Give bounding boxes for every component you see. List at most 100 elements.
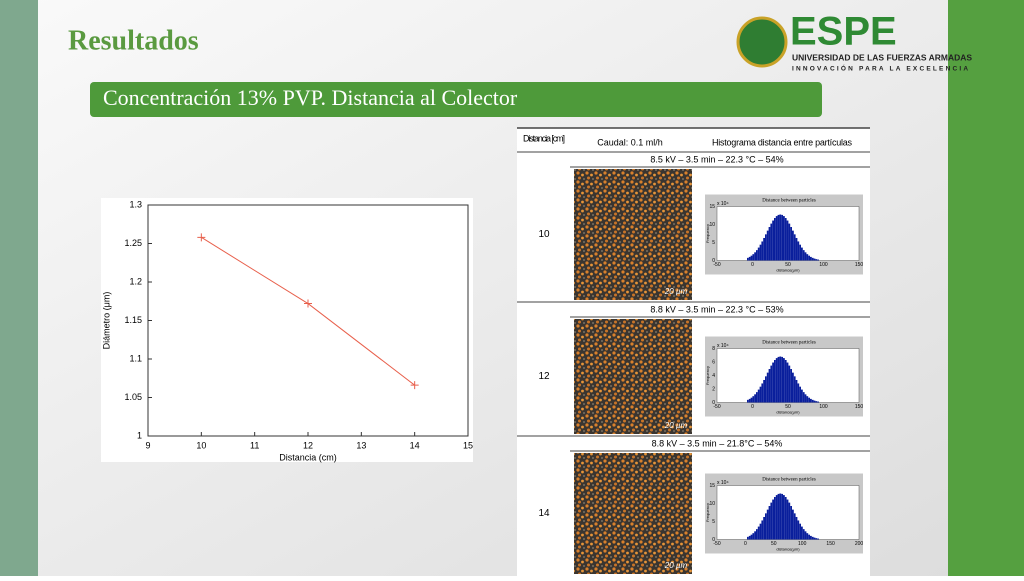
histogram-bar	[765, 234, 767, 261]
histogram-y-tick: 6	[712, 359, 715, 365]
y-tick-label: 1.25	[124, 238, 142, 248]
histogram-bar	[799, 386, 801, 403]
micrograph	[574, 319, 692, 434]
histogram-bar	[808, 397, 810, 403]
histogram-exponent: x 10⁴	[717, 343, 729, 349]
histogram-bar	[765, 376, 767, 403]
histogram-bar	[759, 244, 762, 261]
logo-emblem	[736, 16, 788, 68]
y-axis-label: Diámetro (μm)	[101, 292, 111, 350]
histogram-bar	[747, 399, 749, 403]
histogram-bar	[766, 372, 769, 403]
histogram-bar	[772, 220, 774, 261]
histogram-bar	[759, 523, 762, 540]
histogram-x-tick: 50	[785, 262, 791, 268]
histogram-bar	[815, 259, 818, 261]
y-tick-label: 1.15	[124, 315, 142, 325]
histogram-x-tick: 150	[855, 262, 864, 268]
histogram-bar	[793, 376, 796, 403]
row-condition: 8.8 kV – 3.5 min – 21.8°C – 54%	[652, 438, 783, 448]
row-distance: 10	[538, 229, 550, 240]
histogram-y-tick: 15	[709, 483, 715, 489]
histogram-y-tick: 0	[712, 400, 715, 406]
histogram-x-tick: 0	[744, 541, 747, 547]
histogram-y-tick: 15	[709, 204, 715, 210]
histogram-bar	[783, 216, 785, 261]
histogram-bar	[795, 237, 798, 261]
micrograph	[574, 453, 692, 574]
histogram-bar	[813, 537, 816, 540]
histogram-bar	[761, 520, 764, 540]
subtitle-banner	[90, 82, 822, 117]
histogram-bar	[768, 369, 771, 403]
histogram-bar	[799, 244, 801, 261]
histogram-bar	[804, 252, 807, 261]
histogram-y-tick: 10	[709, 501, 715, 507]
data-point	[410, 381, 419, 390]
y-tick-label: 1.3	[129, 199, 142, 209]
histogram-bar	[781, 214, 783, 261]
histogram-bar	[783, 358, 785, 403]
histogram-bar	[783, 495, 785, 540]
histogram-bar	[765, 513, 767, 540]
histogram-bar	[772, 362, 774, 403]
data-point	[197, 233, 206, 242]
histogram-x-tick: -50	[713, 541, 720, 547]
histogram-bar	[779, 356, 782, 403]
histogram-x-label: distance(µm)	[776, 410, 800, 415]
histogram-bar	[810, 398, 812, 403]
histogram-bar	[763, 237, 765, 261]
histogram-bar	[775, 495, 778, 540]
histogram-y-tick: 5	[712, 240, 715, 246]
histogram-bar	[757, 389, 760, 403]
histogram-bar	[754, 252, 756, 261]
histogram-bar	[768, 506, 771, 540]
histogram-bar	[786, 220, 789, 261]
histogram-bar	[810, 535, 812, 540]
histogram-bar	[817, 538, 819, 540]
histogram-bar	[795, 379, 798, 403]
histogram-bar	[757, 526, 760, 540]
row-condition: 8.5 kV – 3.5 min – 22.3 °C – 54%	[650, 154, 783, 164]
histogram-bar	[808, 255, 810, 261]
histogram-bar	[795, 516, 798, 540]
histogram-bar	[756, 250, 758, 261]
histogram-y-tick: 8	[712, 346, 715, 352]
title: Resultados	[68, 25, 199, 56]
histogram-y-label: Frequency	[705, 224, 710, 243]
histogram-bar	[748, 535, 751, 540]
histogram-y-tick: 10	[709, 222, 715, 228]
chart-panel	[101, 198, 473, 462]
table-header: Distancia [cm]	[523, 133, 565, 143]
histogram-title: Distance between particles	[762, 341, 816, 346]
histogram-bar	[790, 369, 792, 403]
histogram-bar	[777, 356, 780, 403]
histogram-x-tick: 150	[855, 404, 864, 410]
histogram-bar	[806, 396, 809, 403]
histogram-bar	[804, 531, 807, 540]
histogram-bar	[792, 230, 794, 261]
histogram-bar	[793, 513, 796, 540]
x-tick-label: 14	[410, 440, 420, 450]
histogram-bar	[788, 223, 791, 261]
histogram-bar	[797, 241, 800, 261]
histogram-bar	[801, 526, 803, 540]
histogram-x-tick: -50	[713, 262, 720, 268]
histogram-bar	[811, 399, 814, 403]
histogram-bar	[748, 256, 751, 261]
histogram-x-tick: -50	[713, 404, 720, 410]
histogram-y-tick: 0	[712, 537, 715, 543]
histogram-x-label: distance(µm)	[776, 268, 800, 273]
histogram-bar	[777, 214, 780, 261]
histogram-bar	[808, 534, 810, 540]
histogram-bar	[772, 499, 774, 540]
histogram-bar	[784, 497, 787, 540]
histogram-exponent: x 10⁴	[717, 480, 729, 486]
x-tick-label: 10	[196, 440, 206, 450]
histogram-exponent: x 10⁴	[717, 201, 729, 207]
scale-label: 20 µm	[664, 287, 688, 296]
histogram-bar	[781, 356, 783, 403]
histogram-x-tick: 0	[751, 262, 754, 268]
y-tick-label: 1.1	[129, 353, 142, 363]
histogram-bar	[763, 516, 765, 540]
